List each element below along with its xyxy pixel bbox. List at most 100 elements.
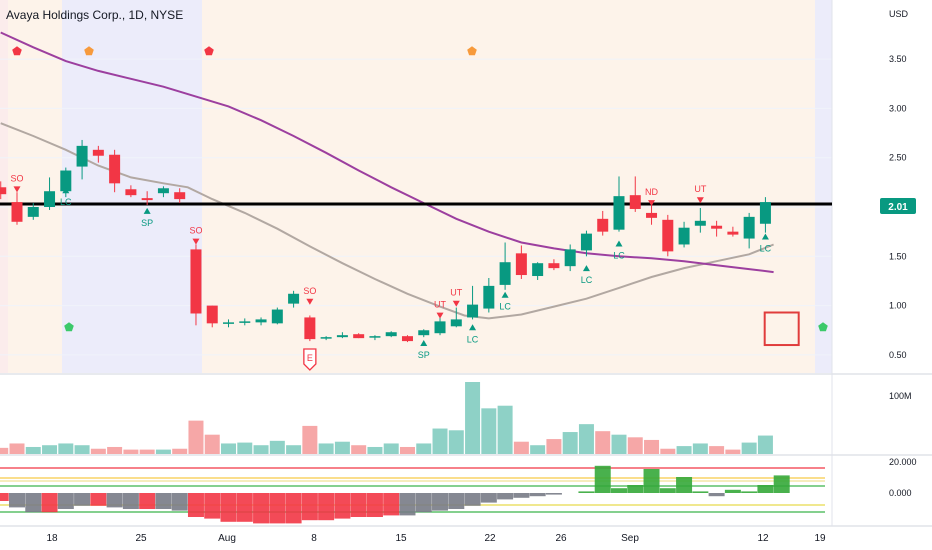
volume-bar <box>465 382 481 454</box>
osc-bar <box>41 493 58 513</box>
candle-body <box>662 219 674 252</box>
volume-bar <box>660 448 676 454</box>
candle-body <box>27 207 39 217</box>
candle <box>336 332 348 339</box>
candle-body <box>60 170 72 192</box>
candle-body <box>109 154 121 184</box>
volume-bar <box>432 428 448 454</box>
candle <box>27 203 39 220</box>
candle-body <box>646 212 658 218</box>
signal-labels: SO LC SP SO SO UT SP UT LC LC LC LC ND UT LC E <box>10 173 772 371</box>
volume-bar <box>709 446 725 454</box>
volume-bar <box>562 432 578 454</box>
osc-bar <box>57 493 74 509</box>
volume-bar <box>221 443 237 454</box>
osc-bar <box>773 475 790 493</box>
signal-arrow-up <box>420 340 428 347</box>
last-price-tag <box>880 198 916 215</box>
time-label: 26 <box>555 533 567 544</box>
osc-bar <box>350 493 367 517</box>
osc-bar <box>708 493 725 497</box>
volume-bar <box>497 405 513 454</box>
candle-body <box>190 249 202 314</box>
volume-bar <box>204 434 220 454</box>
candle-body <box>255 319 267 323</box>
candle <box>141 191 153 206</box>
osc-bar <box>74 493 91 506</box>
volume-bar <box>253 445 269 454</box>
candle <box>320 336 332 341</box>
pentagon-marker <box>467 46 477 56</box>
osc-bar <box>318 493 335 521</box>
volume-bar <box>9 443 25 454</box>
osc-bar <box>432 493 449 511</box>
signal-arrow-down <box>13 186 21 193</box>
candle-body <box>580 233 592 251</box>
price-tick-label: 2.50 <box>889 153 907 163</box>
osc-bar <box>464 493 481 506</box>
signal-label: SO <box>303 286 316 296</box>
osc-bar <box>415 493 432 513</box>
candle-body <box>678 227 690 245</box>
candle <box>271 307 283 325</box>
candle <box>11 192 23 225</box>
osc-bar <box>187 493 204 517</box>
session-background <box>0 0 832 373</box>
volume-scale-label: 100M <box>889 391 912 401</box>
candle-body <box>271 309 283 324</box>
candle-body <box>434 321 446 334</box>
earnings-label: E <box>307 353 313 363</box>
candle <box>678 221 690 248</box>
osc-bar <box>545 493 562 495</box>
candle <box>369 335 381 341</box>
price-tick-label: 1.50 <box>889 251 907 261</box>
time-label: 25 <box>135 533 147 544</box>
candle <box>223 319 235 328</box>
candle-body <box>694 220 706 226</box>
signal-label: LC <box>60 197 72 207</box>
candle-body <box>0 187 7 195</box>
candle <box>239 318 251 326</box>
candle <box>711 220 723 237</box>
highlight-box <box>763 311 800 347</box>
osc-bar <box>25 493 42 513</box>
candle-body <box>743 216 755 239</box>
price-tick-label: 3.50 <box>889 54 907 64</box>
currency-label: USD <box>889 9 909 19</box>
volume-bar <box>302 425 318 454</box>
osc-bar <box>676 477 693 493</box>
session-bg <box>202 0 815 373</box>
candle <box>467 285 479 320</box>
price-tick-label: 1.00 <box>889 301 907 311</box>
osc-bar <box>659 488 676 493</box>
time-label: 22 <box>484 533 496 544</box>
candle-body <box>401 336 413 342</box>
osc-bar <box>90 493 107 506</box>
time-label: 18 <box>46 533 58 544</box>
volume-bar <box>399 446 415 454</box>
candle-body <box>385 332 397 337</box>
candle <box>206 305 218 328</box>
osc-bar <box>171 493 188 511</box>
volume-bar <box>383 443 399 454</box>
signal-label: LC <box>467 334 479 344</box>
volume-bar <box>90 448 106 454</box>
candle <box>743 212 755 249</box>
pentagon-marker <box>84 46 94 56</box>
last-price-label: 2.01 <box>888 202 908 213</box>
candle <box>304 315 316 342</box>
osc-bar <box>497 493 514 500</box>
candle <box>564 244 576 272</box>
volume-bar <box>741 442 757 454</box>
volume-bar <box>0 447 9 454</box>
volume-bar <box>334 441 350 454</box>
signal-arrow-down <box>648 200 656 207</box>
osc-bar <box>253 493 270 524</box>
candle-body <box>304 317 316 340</box>
grid <box>0 0 932 527</box>
osc-bar <box>529 493 546 497</box>
volume-bar <box>188 420 204 454</box>
candle-body <box>759 202 771 224</box>
osc-bar <box>122 493 139 509</box>
